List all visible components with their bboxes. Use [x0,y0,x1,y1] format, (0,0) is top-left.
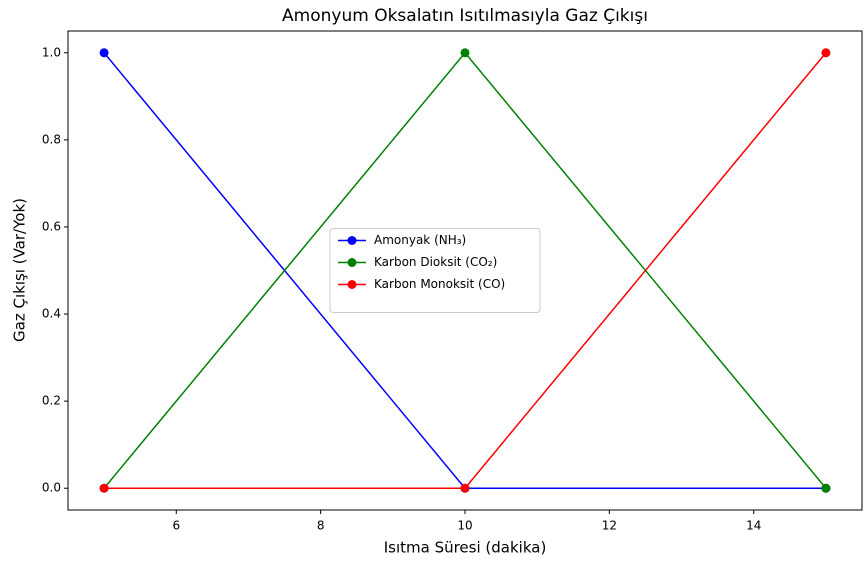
y-tick-label: 1.0 [42,45,61,59]
y-axis-label: Gaz Çıkışı (Var/Yok) [11,198,29,342]
data-point [460,483,470,493]
legend-marker [347,236,357,245]
y-tick-label: 0.2 [42,394,61,408]
data-point [99,48,109,58]
legend-marker [347,280,357,289]
chart-title: Amonyum Oksalatın Isıtılmasıyla Gaz Çıkı… [282,6,648,26]
x-axis-label: Isıtma Süresi (dakika) [384,539,547,557]
data-point [99,483,109,493]
legend-marker [347,258,357,267]
x-tick-label: 8 [317,519,325,533]
y-tick-label: 0.6 [42,219,61,233]
legend-label: Karbon Dioksit (CO₂) [374,255,497,269]
y-tick-label: 0.8 [42,132,61,146]
data-point [821,483,831,493]
legend-box [329,228,541,313]
x-tick-label: 10 [457,519,472,533]
y-tick-label: 0.4 [42,307,61,321]
data-point [460,48,470,58]
legend-label: Karbon Monoksit (CO) [374,277,505,291]
legend-label: Amonyak (NH₃) [374,233,466,247]
x-tick-label: 14 [746,519,761,533]
data-point [821,48,831,58]
x-tick-label: 6 [172,519,180,533]
x-tick-label: 12 [602,519,617,533]
y-tick-label: 0.0 [42,481,61,495]
